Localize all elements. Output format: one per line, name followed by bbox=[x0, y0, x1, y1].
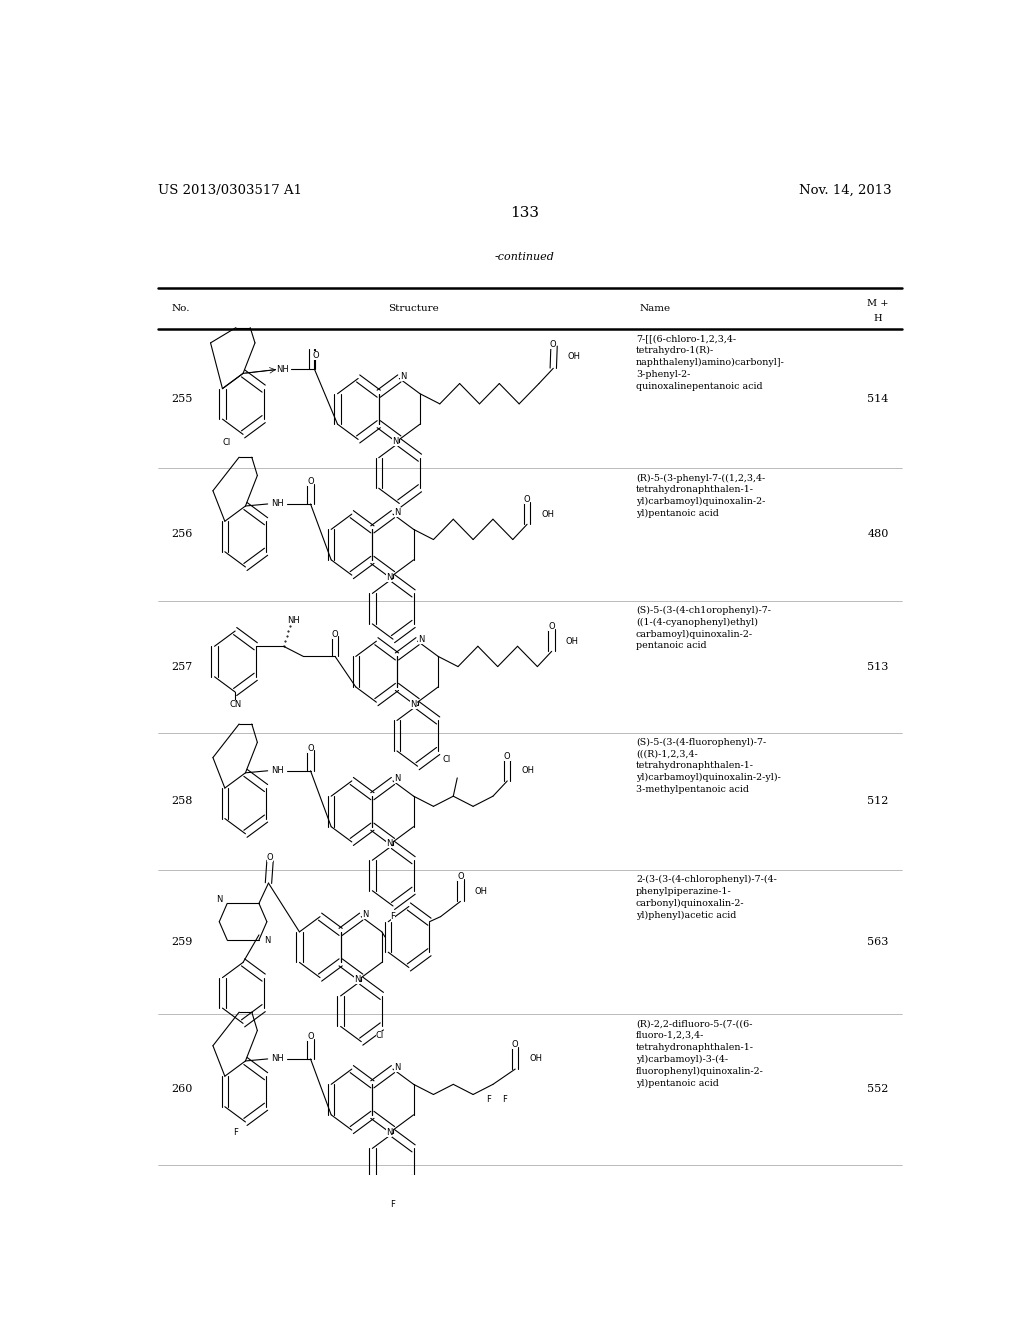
Text: N: N bbox=[394, 775, 400, 783]
Text: OH: OH bbox=[529, 1055, 543, 1064]
Text: O: O bbox=[523, 495, 530, 504]
Text: 512: 512 bbox=[867, 796, 889, 807]
Text: OH: OH bbox=[521, 767, 535, 775]
Text: F: F bbox=[390, 1200, 395, 1209]
Text: 563: 563 bbox=[867, 937, 889, 946]
Text: NH: NH bbox=[288, 616, 300, 626]
Text: N: N bbox=[362, 909, 369, 919]
Text: O: O bbox=[307, 1032, 313, 1041]
Text: 133: 133 bbox=[510, 206, 540, 220]
Text: OH: OH bbox=[566, 636, 579, 645]
Text: (R)-2,2-difluoro-5-(7-((6-
fluoro-1,2,3,4-
tetrahydronaphthalen-1-
yl)carbamoyl): (R)-2,2-difluoro-5-(7-((6- fluoro-1,2,3,… bbox=[636, 1019, 764, 1088]
Text: H: H bbox=[873, 314, 883, 323]
Text: O: O bbox=[512, 1040, 518, 1049]
Text: NH: NH bbox=[270, 1055, 284, 1064]
Text: (S)-5-(3-(4-ch1orophenyl)-7-
((1-(4-cyanophenyl)ethyl)
carbamoyl)quinoxalin-2-
p: (S)-5-(3-(4-ch1orophenyl)-7- ((1-(4-cyan… bbox=[636, 606, 771, 651]
Text: N: N bbox=[386, 840, 392, 849]
Text: 514: 514 bbox=[867, 393, 889, 404]
Text: N: N bbox=[392, 437, 398, 446]
Text: O: O bbox=[266, 853, 273, 862]
Text: (R)-5-(3-phenyl-7-((1,2,3,4-
tetrahydronaphthalen-1-
yl)carbamoyl)quinoxalin-2-
: (R)-5-(3-phenyl-7-((1,2,3,4- tetrahydron… bbox=[636, 474, 765, 519]
Text: Cl: Cl bbox=[442, 755, 451, 763]
Text: NH: NH bbox=[276, 364, 289, 374]
Text: O: O bbox=[504, 752, 511, 762]
Text: O: O bbox=[549, 623, 555, 631]
Text: N: N bbox=[400, 372, 407, 381]
Text: N: N bbox=[386, 573, 392, 582]
Text: Cl: Cl bbox=[376, 1031, 384, 1040]
Text: N: N bbox=[386, 1127, 392, 1137]
Text: OH: OH bbox=[475, 887, 487, 896]
Text: Cl: Cl bbox=[223, 438, 231, 447]
Text: US 2013/0303517 A1: US 2013/0303517 A1 bbox=[158, 183, 302, 197]
Text: 480: 480 bbox=[867, 529, 889, 540]
Text: 552: 552 bbox=[867, 1085, 889, 1094]
Text: 513: 513 bbox=[867, 661, 889, 672]
Text: M +: M + bbox=[867, 298, 889, 308]
Text: N: N bbox=[394, 1063, 400, 1072]
Text: 257: 257 bbox=[172, 661, 193, 672]
Text: 255: 255 bbox=[172, 393, 193, 404]
Text: CN: CN bbox=[229, 700, 242, 709]
Text: 7-[[(6-chloro-1,2,3,4-
tetrahydro-1(R)-
naphthalenyl)amino)carbonyl]-
3-phenyl-2: 7-[[(6-chloro-1,2,3,4- tetrahydro-1(R)- … bbox=[636, 334, 784, 391]
Text: O: O bbox=[307, 744, 313, 752]
Text: O: O bbox=[307, 477, 313, 486]
Text: N: N bbox=[216, 895, 222, 904]
Text: N: N bbox=[264, 936, 270, 945]
Text: -continued: -continued bbox=[495, 252, 555, 261]
Text: Structure: Structure bbox=[388, 305, 439, 313]
Text: (S)-5-(3-(4-fluorophenyl)-7-
(((R)-1,2,3,4-
tetrahydronaphthalen-1-
yl)carbamoyl: (S)-5-(3-(4-fluorophenyl)-7- (((R)-1,2,3… bbox=[636, 738, 780, 795]
Text: OH: OH bbox=[542, 510, 554, 519]
Text: N: N bbox=[419, 635, 425, 644]
Text: O: O bbox=[549, 341, 556, 350]
Text: Nov. 14, 2013: Nov. 14, 2013 bbox=[799, 183, 892, 197]
Text: 2-(3-(3-(4-chlorophenyl)-7-(4-
phenylpiperazine-1-
carbonyl)quinoxalin-2-
yl)phe: 2-(3-(3-(4-chlorophenyl)-7-(4- phenylpip… bbox=[636, 875, 777, 920]
Text: 258: 258 bbox=[172, 796, 193, 807]
Text: No.: No. bbox=[172, 305, 190, 313]
Text: NH: NH bbox=[270, 499, 284, 508]
Text: N: N bbox=[394, 508, 400, 516]
Text: O: O bbox=[457, 873, 464, 882]
Text: 260: 260 bbox=[172, 1085, 193, 1094]
Text: Name: Name bbox=[640, 305, 671, 313]
Text: F: F bbox=[232, 1127, 238, 1137]
Text: 256: 256 bbox=[172, 529, 193, 540]
Text: O: O bbox=[332, 630, 338, 639]
Text: F: F bbox=[503, 1096, 507, 1104]
Text: N: N bbox=[354, 975, 360, 985]
Text: NH: NH bbox=[270, 767, 284, 775]
Text: O: O bbox=[312, 351, 319, 359]
Text: N: N bbox=[411, 700, 417, 709]
Text: F: F bbox=[390, 912, 395, 920]
Text: 259: 259 bbox=[172, 937, 193, 946]
Text: F: F bbox=[486, 1096, 492, 1104]
Text: OH: OH bbox=[567, 351, 581, 360]
